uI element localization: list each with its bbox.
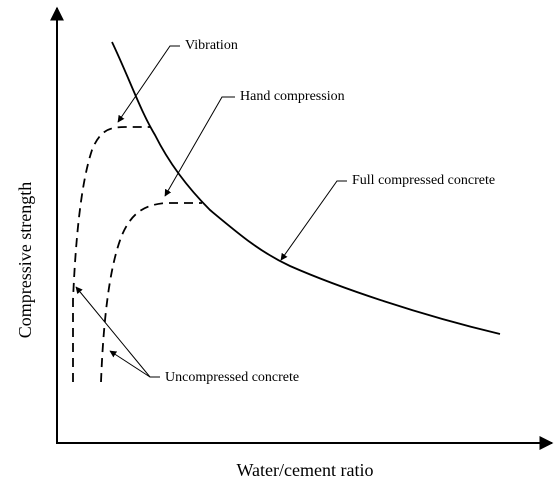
axes xyxy=(50,6,554,450)
leader xyxy=(75,286,160,378)
hand-curve xyxy=(100,202,202,383)
x-axis-label: Water/cement ratio xyxy=(237,460,374,480)
leaders xyxy=(75,45,347,378)
leader xyxy=(117,45,180,123)
leader xyxy=(280,180,347,261)
annotation: Hand compression xyxy=(240,89,345,104)
full-curve xyxy=(111,41,501,335)
annotation: Full compressed concrete xyxy=(352,173,495,188)
y-axis-label: Compressive strength xyxy=(15,182,35,338)
annotation: Vibration xyxy=(185,38,238,53)
leader xyxy=(164,96,235,197)
vibration-curve xyxy=(72,126,150,382)
leader xyxy=(109,350,151,378)
annotation: Uncompressed concrete xyxy=(165,370,299,385)
